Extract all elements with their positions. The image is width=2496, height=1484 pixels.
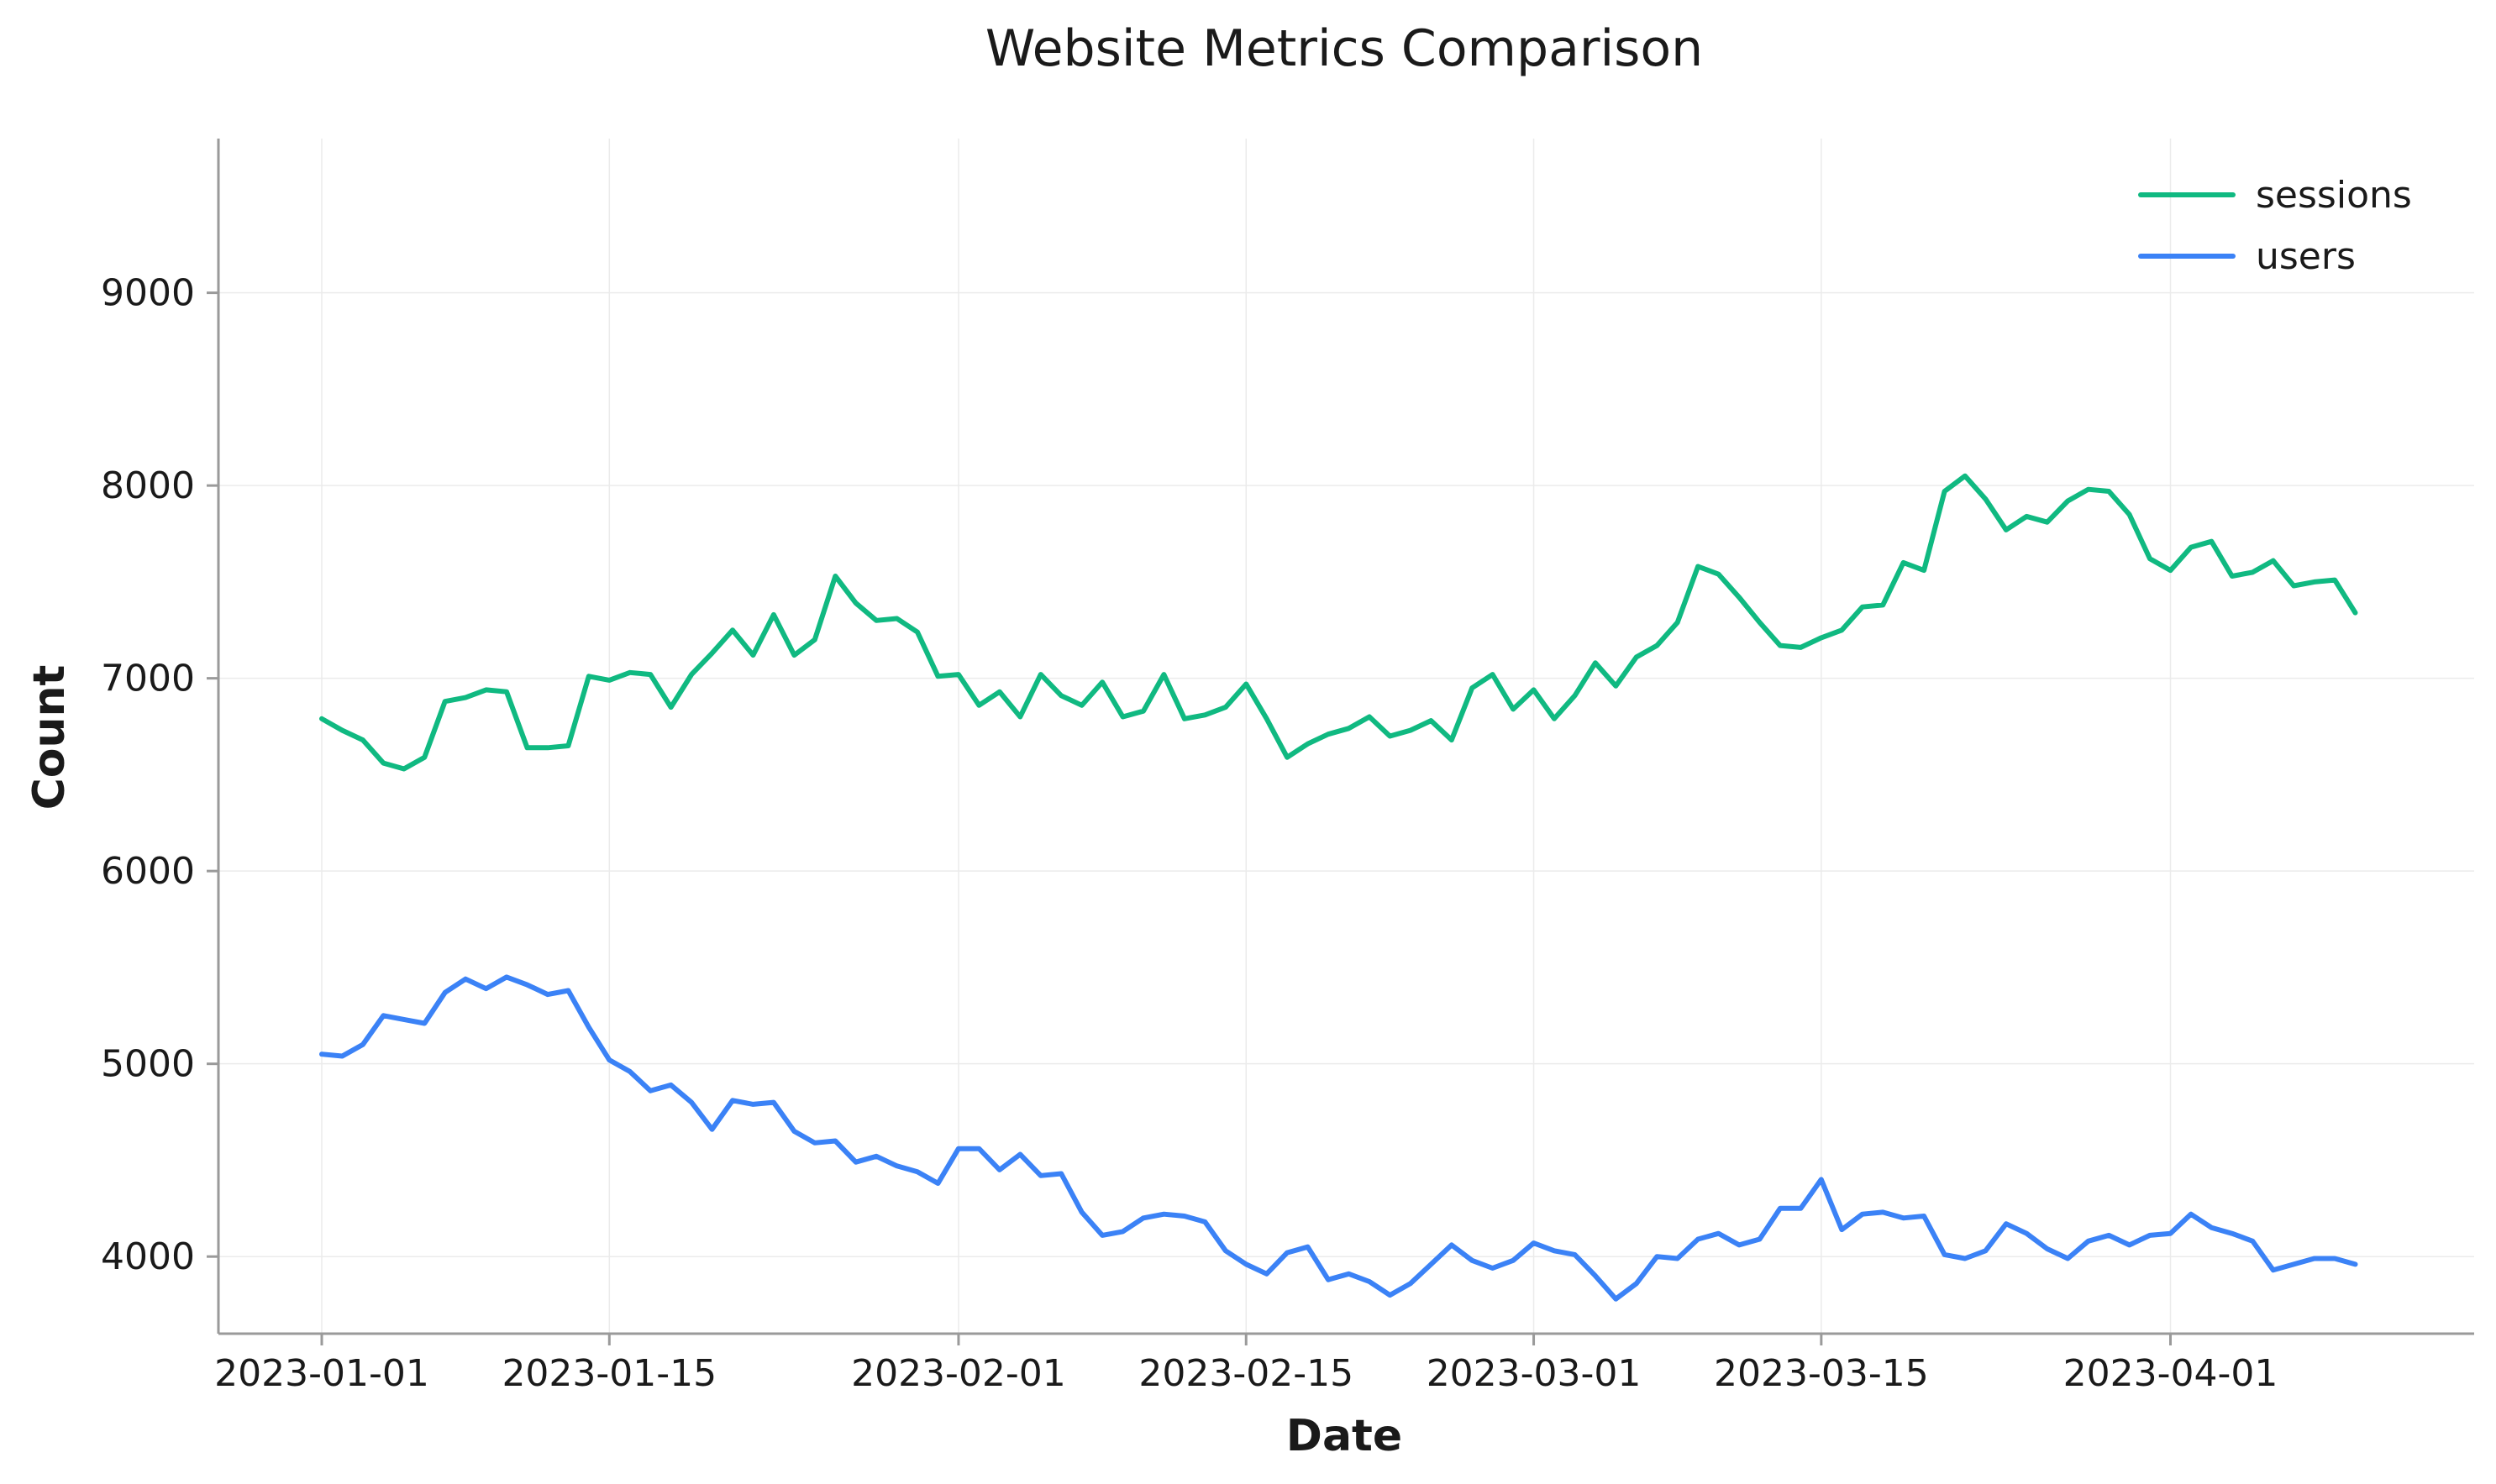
series-group xyxy=(319,473,2358,1302)
y-tick-label: 6000 xyxy=(101,850,195,893)
x-tick-label: 2023-04-01 xyxy=(2063,1352,2278,1395)
legend-label-sessions: sessions xyxy=(2256,174,2412,217)
y-tick-label: 7000 xyxy=(101,658,195,700)
grid xyxy=(218,139,2474,1334)
x-tick-label: 2023-03-01 xyxy=(1427,1352,1642,1395)
y-tick-label: 9000 xyxy=(101,272,195,315)
x-tick-label: 2023-01-15 xyxy=(502,1352,717,1395)
y-tick-label: 5000 xyxy=(101,1043,195,1086)
x-tick-label: 2023-03-15 xyxy=(1714,1352,1929,1395)
y-axis-label: Count xyxy=(24,665,75,810)
y-tick-label: 4000 xyxy=(101,1235,195,1278)
axes xyxy=(217,139,2474,1335)
x-ticks: 2023-01-01 2023-01-15 2023-02-01 2023-02-15… xyxy=(214,1334,2278,1395)
series-line-users xyxy=(319,974,2358,1302)
x-tick-label: 2023-02-15 xyxy=(1138,1352,1353,1395)
x-tick-label: 2023-01-01 xyxy=(214,1352,429,1395)
chart-title: Website Metrics Comparison xyxy=(985,19,1703,78)
series-line-sessions xyxy=(319,473,2358,772)
x-tick-label: 2023-02-01 xyxy=(851,1352,1066,1395)
x-axis-label: Date xyxy=(1286,1411,1402,1461)
y-ticks: 4000 5000 6000 7000 8000 9000 xyxy=(101,272,218,1278)
legend-label-users: users xyxy=(2256,235,2356,278)
y-tick-label: 8000 xyxy=(101,464,195,507)
legend: sessions users xyxy=(2138,174,2412,278)
